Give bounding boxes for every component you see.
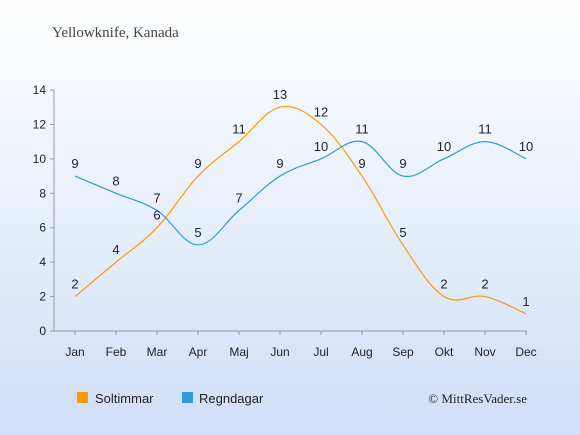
y-tick-label-4: 4: [39, 255, 46, 269]
data-label-regndagar-jan: 9: [71, 156, 78, 171]
y-tick-label-14: 14: [33, 83, 47, 97]
data-label-regndagar-aug: 11: [355, 122, 369, 137]
y-tick-label-6: 6: [39, 221, 46, 235]
x-tick-label-dec: Dec: [515, 345, 536, 359]
legend-swatch-regndagar: [182, 392, 193, 403]
data-label-soltimmar-okt: 2: [440, 277, 447, 292]
data-label-soltimmar-sep: 5: [399, 225, 406, 240]
data-label-soltimmar-apr: 9: [194, 156, 201, 171]
x-tick-label-apr: Apr: [189, 345, 208, 359]
legend-label-soltimmar: Soltimmar: [95, 391, 154, 406]
data-label-regndagar-dec: 10: [519, 139, 533, 154]
data-label-soltimmar-mar: 6: [153, 208, 160, 223]
data-label-soltimmar-jan: 2: [71, 277, 78, 292]
x-tick-label-jul: Jul: [313, 345, 328, 359]
legend-label-regndagar: Regndagar: [199, 391, 264, 406]
y-tick-label-12: 12: [33, 117, 47, 131]
data-label-regndagar-sep: 9: [399, 156, 406, 171]
data-label-regndagar-okt: 10: [437, 139, 451, 154]
data-label-soltimmar-maj: 11: [232, 122, 246, 137]
data-label-regndagar-feb: 8: [112, 173, 119, 188]
y-ticks: 0 2 4 6 8 10 12 14: [33, 83, 54, 338]
data-label-soltimmar-feb: 4: [112, 242, 119, 257]
chart-title: Yellowknife, Kanada: [52, 25, 179, 41]
x-tick-label-maj: Maj: [229, 345, 248, 359]
y-tick-label-10: 10: [33, 152, 47, 166]
data-label-regndagar-mar: 7: [153, 191, 160, 206]
x-tick-label-jun: Jun: [270, 345, 289, 359]
x-tick-label-sep: Sep: [392, 345, 414, 359]
x-tick-label-aug: Aug: [351, 345, 372, 359]
data-label-regndagar-jul: 10: [314, 139, 328, 154]
data-labels: 2 4 6 9 11 13 12 9 5 2 2 1 9 8 7 5 7 9 10 11 9 10 11 10: [71, 87, 533, 309]
series-line-regndagar: [74, 140, 527, 246]
y-tick-label-2: 2: [39, 290, 46, 304]
x-tick-label-nov: Nov: [474, 345, 495, 359]
y-tick-label-0: 0: [39, 324, 46, 338]
y-tick-label-8: 8: [39, 186, 46, 200]
x-tick-label-feb: Feb: [106, 345, 127, 359]
data-label-regndagar-nov: 11: [478, 122, 492, 137]
legend-swatch-soltimmar: [77, 392, 88, 403]
legend: Soltimmar Regndagar: [77, 391, 264, 406]
data-label-soltimmar-jun: 13: [273, 87, 287, 102]
series-line-soltimmar: [74, 105, 527, 315]
data-label-regndagar-maj: 7: [235, 191, 242, 206]
series-lines: [74, 105, 527, 315]
x-ticks: Jan Feb Mar Apr Maj Jun Jul Aug Sep Okt Nov Dec: [65, 331, 537, 359]
x-tick-label-jan: Jan: [65, 345, 84, 359]
credit-text: © MittResVader.se: [428, 391, 527, 406]
data-label-regndagar-apr: 5: [194, 225, 201, 240]
x-tick-label-okt: Okt: [435, 345, 454, 359]
data-label-soltimmar-jul: 12: [314, 104, 328, 119]
x-tick-label-mar: Mar: [147, 345, 168, 359]
data-label-soltimmar-dec: 1: [522, 294, 529, 309]
data-label-regndagar-jun: 9: [276, 156, 283, 171]
data-label-soltimmar-aug: 9: [358, 156, 365, 171]
data-label-soltimmar-nov: 2: [481, 277, 488, 292]
